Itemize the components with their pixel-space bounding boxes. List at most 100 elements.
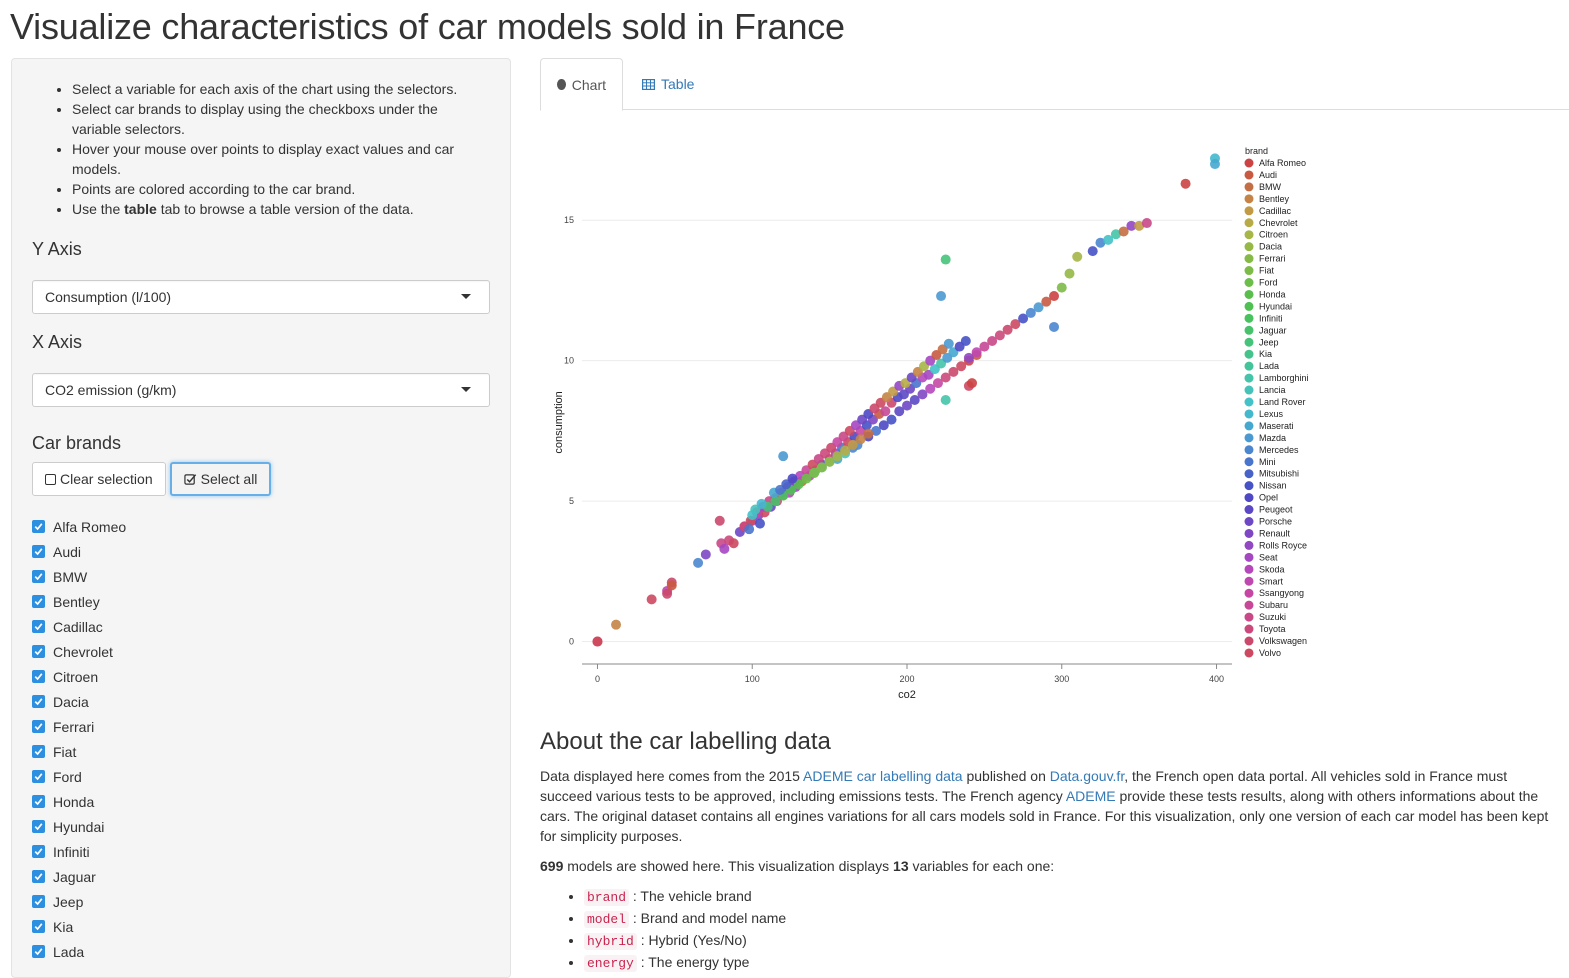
- scatter-point[interactable]: [940, 254, 951, 265]
- checkbox-checked-icon[interactable]: [32, 645, 45, 658]
- scatter-point[interactable]: [1087, 246, 1098, 257]
- scatter-point[interactable]: [809, 468, 820, 479]
- scatter-point[interactable]: [963, 352, 974, 363]
- checkbox-checked-icon[interactable]: [32, 745, 45, 758]
- data-gouv-link[interactable]: Data.gouv.fr: [1049, 768, 1125, 784]
- checkbox-checked-icon[interactable]: [32, 795, 45, 808]
- scatter-point[interactable]: [863, 428, 874, 439]
- brand-checkbox-item[interactable]: Cadillac: [32, 614, 490, 639]
- scatter-point[interactable]: [871, 425, 882, 436]
- select-all-button[interactable]: Select all: [169, 462, 272, 496]
- brand-checkbox-item[interactable]: Audi: [32, 539, 490, 564]
- brand-checkbox-item[interactable]: Ferrari: [32, 714, 490, 739]
- scatter-point[interactable]: [1209, 159, 1220, 170]
- scatter-point[interactable]: [979, 341, 990, 352]
- scatter-point[interactable]: [1134, 220, 1145, 231]
- scatter-point[interactable]: [847, 439, 858, 450]
- scatter-point[interactable]: [756, 498, 767, 509]
- brand-checkbox-item[interactable]: Jeep: [32, 889, 490, 914]
- scatter-point[interactable]: [832, 451, 843, 462]
- scatter-point[interactable]: [787, 473, 798, 484]
- scatter-point[interactable]: [1126, 220, 1137, 231]
- scatter-point[interactable]: [693, 557, 704, 568]
- brand-checkbox-item[interactable]: Kia: [32, 914, 490, 939]
- scatter-point[interactable]: [1018, 313, 1029, 324]
- brand-checkbox-item[interactable]: Jaguar: [32, 864, 490, 889]
- checkbox-checked-icon[interactable]: [32, 670, 45, 683]
- scatter-point[interactable]: [880, 406, 891, 417]
- checkbox-checked-icon[interactable]: [32, 845, 45, 858]
- scatter-point[interactable]: [700, 549, 711, 560]
- brand-checkbox-item[interactable]: Alfa Romeo: [32, 514, 490, 539]
- scatter-point[interactable]: [855, 434, 866, 445]
- scatter-point[interactable]: [747, 510, 758, 521]
- scatter-point[interactable]: [960, 335, 971, 346]
- brand-checkbox-item[interactable]: BMW: [32, 564, 490, 589]
- scatter-point[interactable]: [956, 361, 967, 372]
- scatter-point[interactable]: [778, 451, 789, 462]
- checkbox-checked-icon[interactable]: [32, 620, 45, 633]
- brand-checkbox-item[interactable]: Ford: [32, 764, 490, 789]
- scatter-point[interactable]: [744, 524, 755, 535]
- checkbox-checked-icon[interactable]: [32, 695, 45, 708]
- scatter-point[interactable]: [1025, 307, 1036, 318]
- scatter-point[interactable]: [1095, 237, 1106, 248]
- checkbox-checked-icon[interactable]: [32, 870, 45, 883]
- scatter-point[interactable]: [646, 594, 657, 605]
- scatter-point[interactable]: [719, 543, 730, 554]
- checkbox-checked-icon[interactable]: [32, 770, 45, 783]
- brand-checkbox-item[interactable]: Hyundai: [32, 814, 490, 839]
- scatter-point[interactable]: [1056, 282, 1067, 293]
- scatter-point[interactable]: [994, 330, 1005, 341]
- scatter-point[interactable]: [770, 496, 781, 507]
- brand-checkbox-item[interactable]: Lada: [32, 939, 490, 964]
- ademe-data-link[interactable]: ADEME car labelling data: [803, 768, 963, 784]
- checkbox-checked-icon[interactable]: [32, 920, 45, 933]
- scatter-point[interactable]: [940, 372, 951, 383]
- checkbox-checked-icon[interactable]: [32, 895, 45, 908]
- checkbox-checked-icon[interactable]: [32, 595, 45, 608]
- brand-checkbox-item[interactable]: Dacia: [32, 689, 490, 714]
- scatter-point[interactable]: [824, 456, 835, 467]
- scatter-point[interactable]: [1180, 178, 1191, 189]
- scatter-point[interactable]: [801, 473, 812, 484]
- brand-checkbox-item[interactable]: Bentley: [32, 589, 490, 614]
- scatter-point[interactable]: [967, 378, 977, 389]
- scatter-chart-svg[interactable]: 0 5 10 15 0 100 200 300 400 co2 consumption brand Al…: [540, 130, 1340, 710]
- scatter-point[interactable]: [917, 389, 928, 400]
- tab-table[interactable]: Table: [626, 58, 710, 110]
- scatter-point[interactable]: [971, 347, 982, 358]
- scatter-point[interactable]: [754, 518, 765, 529]
- checkbox-checked-icon[interactable]: [32, 720, 45, 733]
- x-axis-select[interactable]: CO2 emission (g/km): [32, 373, 490, 407]
- scatter-point[interactable]: [1049, 321, 1060, 332]
- scatter-point[interactable]: [1010, 319, 1021, 330]
- scatter-point[interactable]: [1002, 324, 1013, 335]
- scatter-point[interactable]: [1072, 251, 1083, 262]
- brand-checkbox-item[interactable]: Infiniti: [32, 839, 490, 864]
- scatter-point[interactable]: [728, 538, 739, 549]
- scatter-point[interactable]: [611, 619, 622, 630]
- scatter-point[interactable]: [840, 445, 851, 456]
- scatter-point[interactable]: [1141, 218, 1152, 229]
- clear-selection-button[interactable]: Clear selection: [32, 462, 166, 496]
- checkbox-checked-icon[interactable]: [32, 820, 45, 833]
- scatter-point[interactable]: [987, 335, 998, 346]
- scatter-point[interactable]: [909, 394, 920, 405]
- brand-checkbox-item[interactable]: Chevrolet: [32, 639, 490, 664]
- scatter-point[interactable]: [714, 515, 725, 526]
- y-axis-select[interactable]: Consumption (l/100): [32, 280, 490, 314]
- scatter-point[interactable]: [666, 580, 677, 591]
- scatter-point[interactable]: [1049, 291, 1060, 302]
- scatter-point[interactable]: [936, 291, 947, 302]
- brand-checkbox-item[interactable]: Citroen: [32, 664, 490, 689]
- scatter-point[interactable]: [932, 378, 943, 389]
- scatter-point[interactable]: [948, 366, 959, 377]
- scatter-point[interactable]: [1033, 302, 1044, 313]
- ademe-link[interactable]: ADEME: [1065, 788, 1116, 804]
- checkbox-checked-icon[interactable]: [32, 570, 45, 583]
- scatter-point[interactable]: [902, 400, 912, 411]
- scatter-point[interactable]: [1118, 226, 1129, 237]
- brand-checkbox-item[interactable]: Fiat: [32, 739, 490, 764]
- tab-chart[interactable]: Chart: [540, 58, 623, 111]
